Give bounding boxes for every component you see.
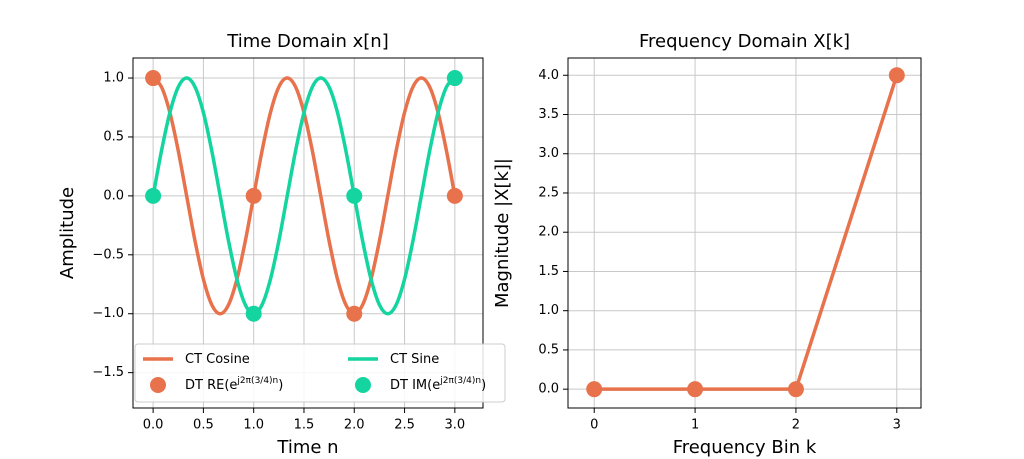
y-tick-label: 3.0 [538,146,559,161]
legend-label: CT Cosine [185,352,250,367]
y-tick-label: 1.5 [538,264,559,279]
axes-frame [132,57,484,409]
x-tick-label: 1 [691,418,699,433]
x-tick-label: 3 [893,418,901,433]
y-tick-label: 1.0 [538,303,559,318]
axes: −1.5 −1.0 −0.5 0.0 0.5 1.0 0.0 0.5 1.0 1.5 2.0 2.5 3… [57,31,506,458]
marker [346,305,363,322]
plot-area [594,74,899,391]
x-tick-label: 2 [792,418,800,433]
x-tick-label: 1.0 [243,418,264,433]
y-tick-label: 0.0 [103,188,124,203]
x-tick-label: 1.5 [294,418,315,433]
marker [145,70,162,87]
axes-frame [567,57,922,409]
chart-title: Frequency Domain X[k] [639,31,850,52]
series-line [151,76,457,316]
series-line [594,74,899,391]
chart-title: Time Domain x[n] [226,31,388,52]
marker [145,187,162,204]
x-tick-label: 0 [590,418,598,433]
y-tick-label: 2.5 [538,185,559,200]
y-tick-label: 0.0 [538,382,559,397]
legend-swatch [150,377,166,393]
marker [446,187,463,204]
plot-area [151,76,457,316]
x-axis-label: Frequency Bin k [673,437,817,458]
marker [245,305,262,322]
y-tick-label: 3.5 [538,107,559,122]
legend-label: CT Sine [390,352,439,367]
marker [687,381,704,398]
y-axis-label: Amplitude [57,187,78,279]
y-tick-label: −1.0 [92,306,124,321]
y-tick-label: −1.5 [92,365,124,380]
marker [586,381,603,398]
x-tick-label: 2.0 [344,418,365,433]
x-tick-label: 2.5 [394,418,415,433]
legend-label: DT IM(ej2π(3/4)n) [390,376,486,393]
legend-swatch [355,377,371,393]
marker [346,187,363,204]
marker [245,187,262,204]
y-tick-label: 0.5 [103,129,124,144]
marker [888,67,905,84]
marker [446,70,463,87]
legend-label: DT RE(ej2π(3/4)n) [185,376,283,393]
axes: 0.0 0.5 1.0 1.5 2.0 2.5 3.0 3.5 4.0 0 1 2 3 Frequency… [492,31,922,458]
x-axis-label: Time n [276,437,338,458]
y-tick-label: −0.5 [92,247,124,262]
x-tick-label: 0.5 [193,418,214,433]
y-tick-label: 0.5 [538,342,559,357]
y-tick-label: 2.0 [538,225,559,240]
y-tick-label: 4.0 [538,68,559,83]
x-tick-label: 0.0 [143,418,164,433]
legend-box [134,343,506,403]
x-tick-label: 3.0 [444,418,465,433]
y-axis-label: Magnitude |X[k]| [492,158,513,308]
y-tick-label: 1.0 [103,71,124,86]
marker [787,381,804,398]
